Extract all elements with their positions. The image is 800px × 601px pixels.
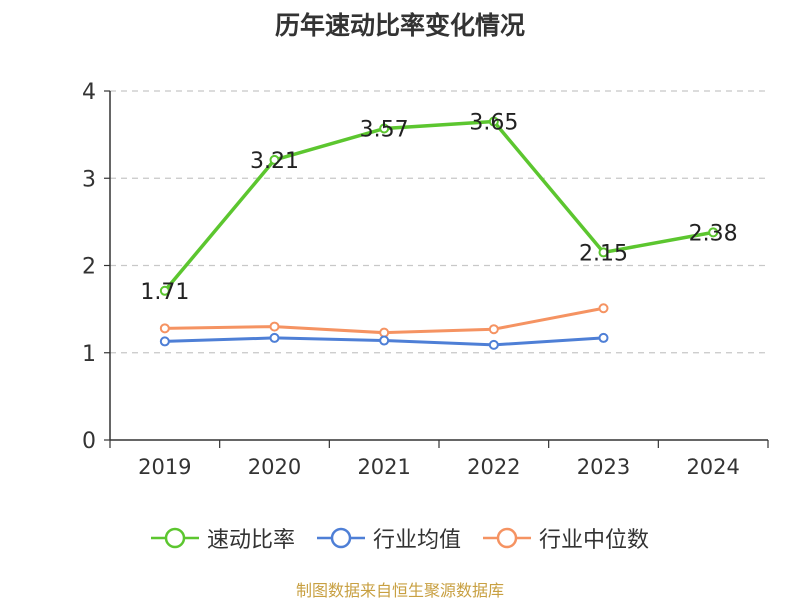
data-source-note: 制图数据来自恒生聚源数据库 bbox=[295, 581, 504, 600]
x-tick-label: 2021 bbox=[357, 455, 410, 479]
data-label: 3.65 bbox=[469, 111, 518, 136]
y-tick-label: 4 bbox=[82, 80, 96, 105]
legend-item-quick-ratio[interactable]: 速动比率 bbox=[150, 522, 295, 554]
series-line bbox=[163, 119, 714, 292]
legend-label: 速动比率 bbox=[206, 528, 295, 553]
data-point bbox=[598, 247, 609, 258]
legend-item-industry-median[interactable]: 行业中位数 bbox=[483, 522, 649, 554]
data-point bbox=[159, 336, 170, 347]
data-label: 2.38 bbox=[689, 221, 738, 246]
y-tick-label: 0 bbox=[82, 429, 96, 454]
data-point bbox=[488, 339, 499, 350]
data-point bbox=[598, 332, 609, 343]
data-point bbox=[488, 324, 499, 335]
y-tick-label: 3 bbox=[82, 167, 96, 192]
x-tick-label: 2022 bbox=[467, 455, 520, 479]
legend-label: 行业中位数 bbox=[539, 528, 650, 553]
y-tick-label: 1 bbox=[82, 342, 96, 367]
x-tick-label: 2020 bbox=[248, 455, 301, 479]
data-label: 2.15 bbox=[579, 241, 628, 266]
data-label: 3.57 bbox=[360, 118, 409, 143]
data-label: 1.71 bbox=[140, 280, 189, 305]
data-point bbox=[708, 227, 719, 238]
data-point bbox=[379, 327, 390, 338]
data-point bbox=[379, 123, 390, 134]
y-tick-label: 2 bbox=[82, 255, 96, 280]
x-tick-label: 2024 bbox=[686, 455, 739, 479]
chart-title: 历年速动比率变化情况 bbox=[274, 11, 525, 40]
data-point bbox=[269, 321, 280, 332]
legend-label: 行业均值 bbox=[372, 528, 461, 553]
legend: 速动比率 行业均值 行业中位数 bbox=[0, 518, 800, 558]
data-point bbox=[269, 154, 280, 165]
legend-marker-icon bbox=[483, 527, 531, 549]
data-point bbox=[159, 285, 170, 296]
legend-item-industry-mean[interactable]: 行业均值 bbox=[316, 522, 461, 554]
x-tick-label: 2023 bbox=[577, 455, 630, 479]
data-point bbox=[269, 332, 280, 343]
data-point bbox=[488, 116, 499, 127]
legend-marker-icon bbox=[150, 527, 199, 549]
legend-marker-icon bbox=[316, 527, 365, 549]
data-point bbox=[598, 303, 609, 314]
x-tick-label: 2019 bbox=[138, 455, 191, 479]
data-point bbox=[159, 323, 170, 334]
data-label: 3.21 bbox=[250, 149, 299, 174]
data-point bbox=[379, 335, 390, 346]
